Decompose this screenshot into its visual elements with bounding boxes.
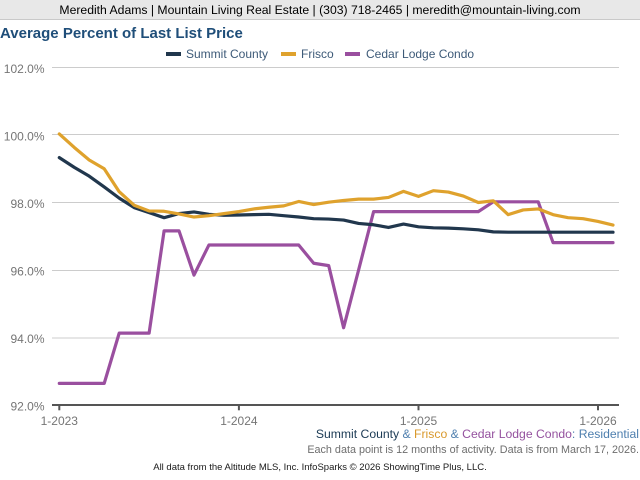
svg-text:94.0%: 94.0% xyxy=(10,332,44,346)
svg-text:1-2026: 1-2026 xyxy=(579,414,617,428)
svg-text:98.0%: 98.0% xyxy=(10,197,44,211)
svg-text:Summit County: Summit County xyxy=(186,47,268,61)
svg-text:Frisco: Frisco xyxy=(301,47,334,61)
svg-text:100.0%: 100.0% xyxy=(4,130,45,144)
svg-text:Cedar Lodge Condo: Cedar Lodge Condo xyxy=(366,47,474,61)
svg-text:92.0%: 92.0% xyxy=(10,400,44,414)
svg-text:1-2024: 1-2024 xyxy=(220,414,258,428)
svg-text:96.0%: 96.0% xyxy=(10,265,44,279)
svg-text:1-2023: 1-2023 xyxy=(41,414,79,428)
svg-text:102.0%: 102.0% xyxy=(4,62,45,76)
svg-text:1-2025: 1-2025 xyxy=(400,414,438,428)
